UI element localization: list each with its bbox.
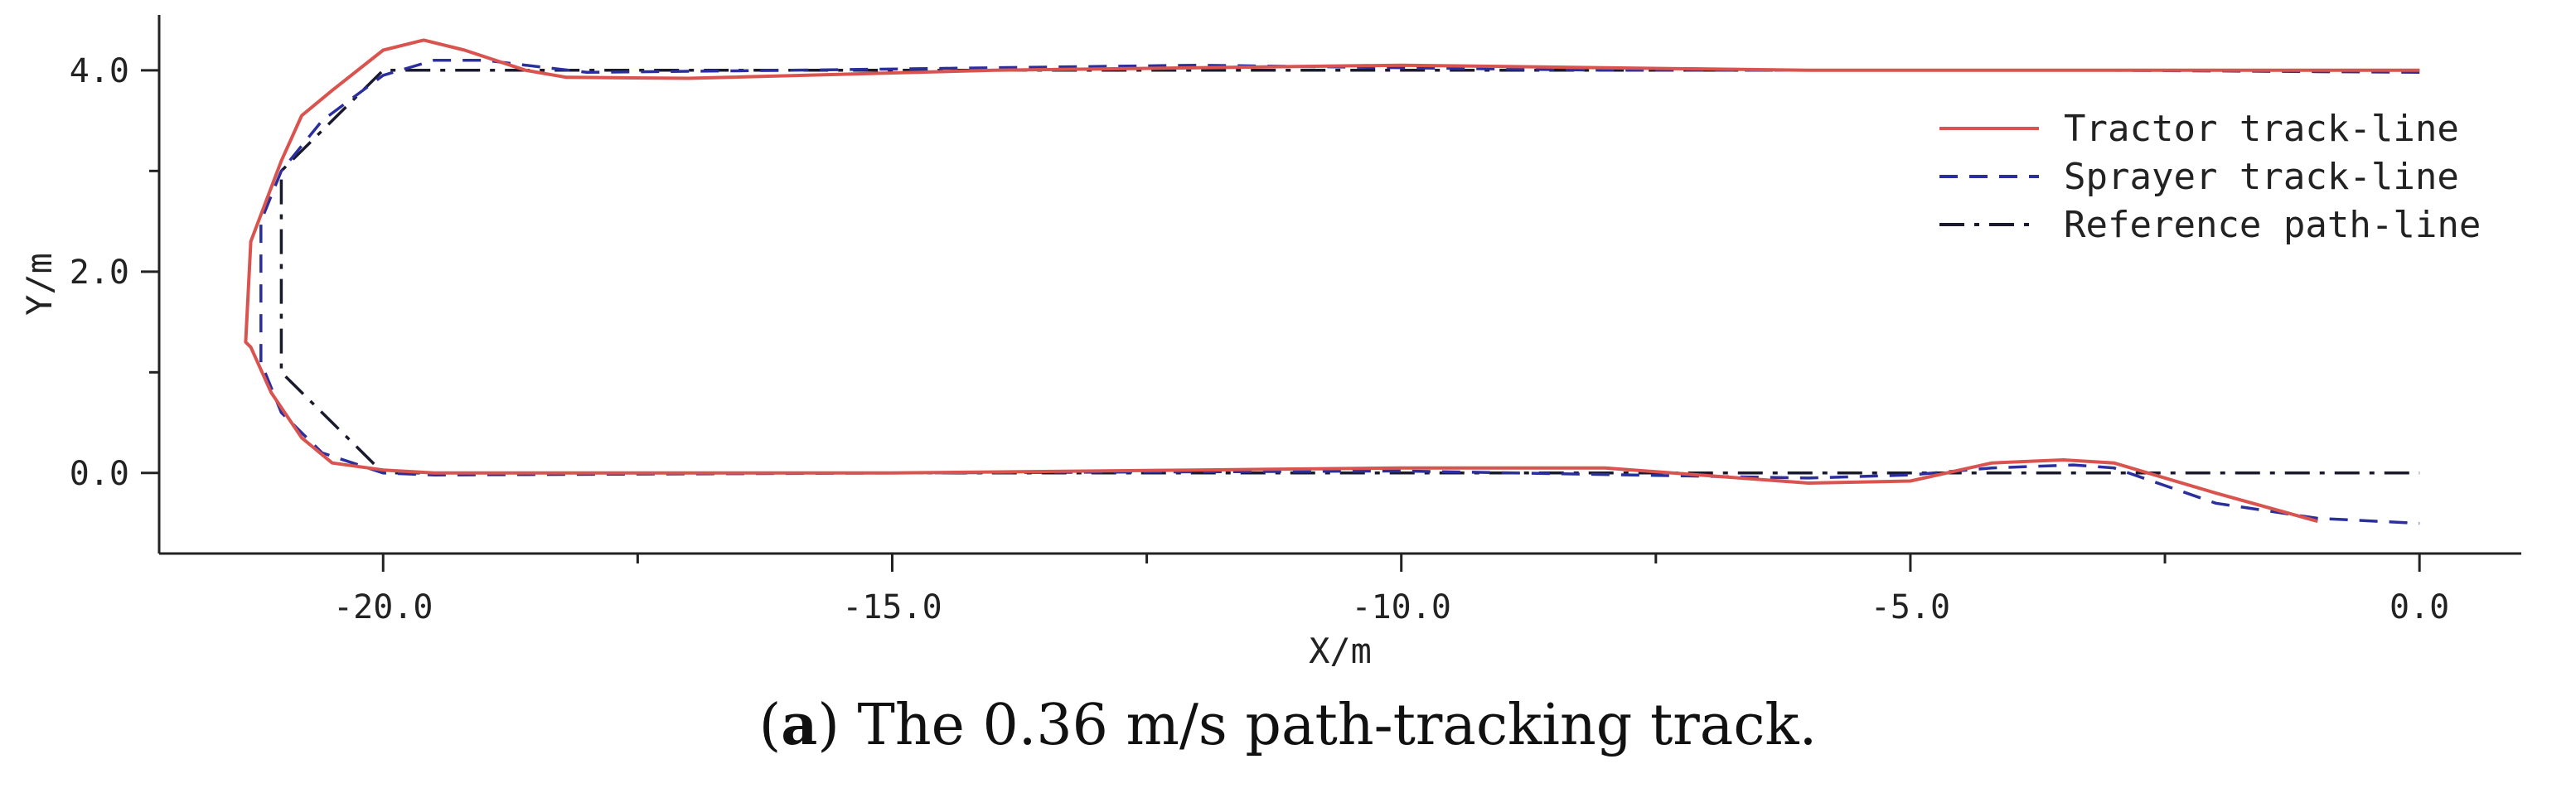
series-line-tractor-track-line [244, 38, 2420, 524]
y-tick-label: 4.0 [70, 52, 129, 90]
y-tick-label: 2.0 [70, 254, 129, 292]
figure-caption: (a) The 0.36 m/s path-tracking track. [758, 692, 1818, 758]
series-group [244, 38, 2420, 525]
x-tick-label: -5.0 [1871, 588, 1950, 626]
x-tick-label: 0.0 [2390, 588, 2449, 626]
y-axis-title: Y/m [19, 253, 60, 316]
legend-label: Tractor track-line [2064, 108, 2459, 150]
caption-label: a [781, 692, 818, 758]
caption-text: The 0.36 m/s path-tracking track. [857, 693, 1818, 758]
legend: Tractor track-line Sprayer track-line Refe… [1939, 108, 2481, 246]
y-tick-label: 0.0 [70, 455, 129, 493]
series-line-sprayer-track-line [259, 58, 2420, 525]
axes: -20.0 -15.0 -10.0 -5.0 0.0 0.0 2.0 4.0 X/m Y/m [19, 15, 2521, 671]
legend-label: Reference path-line [2064, 204, 2481, 246]
x-axis-title: X/m [1309, 631, 1372, 671]
x-tick-label: -10.0 [1351, 588, 1450, 626]
legend-label: Sprayer track-line [2064, 156, 2459, 198]
x-tick-label: -20.0 [333, 588, 433, 626]
x-tick-label: -15.0 [842, 588, 942, 626]
